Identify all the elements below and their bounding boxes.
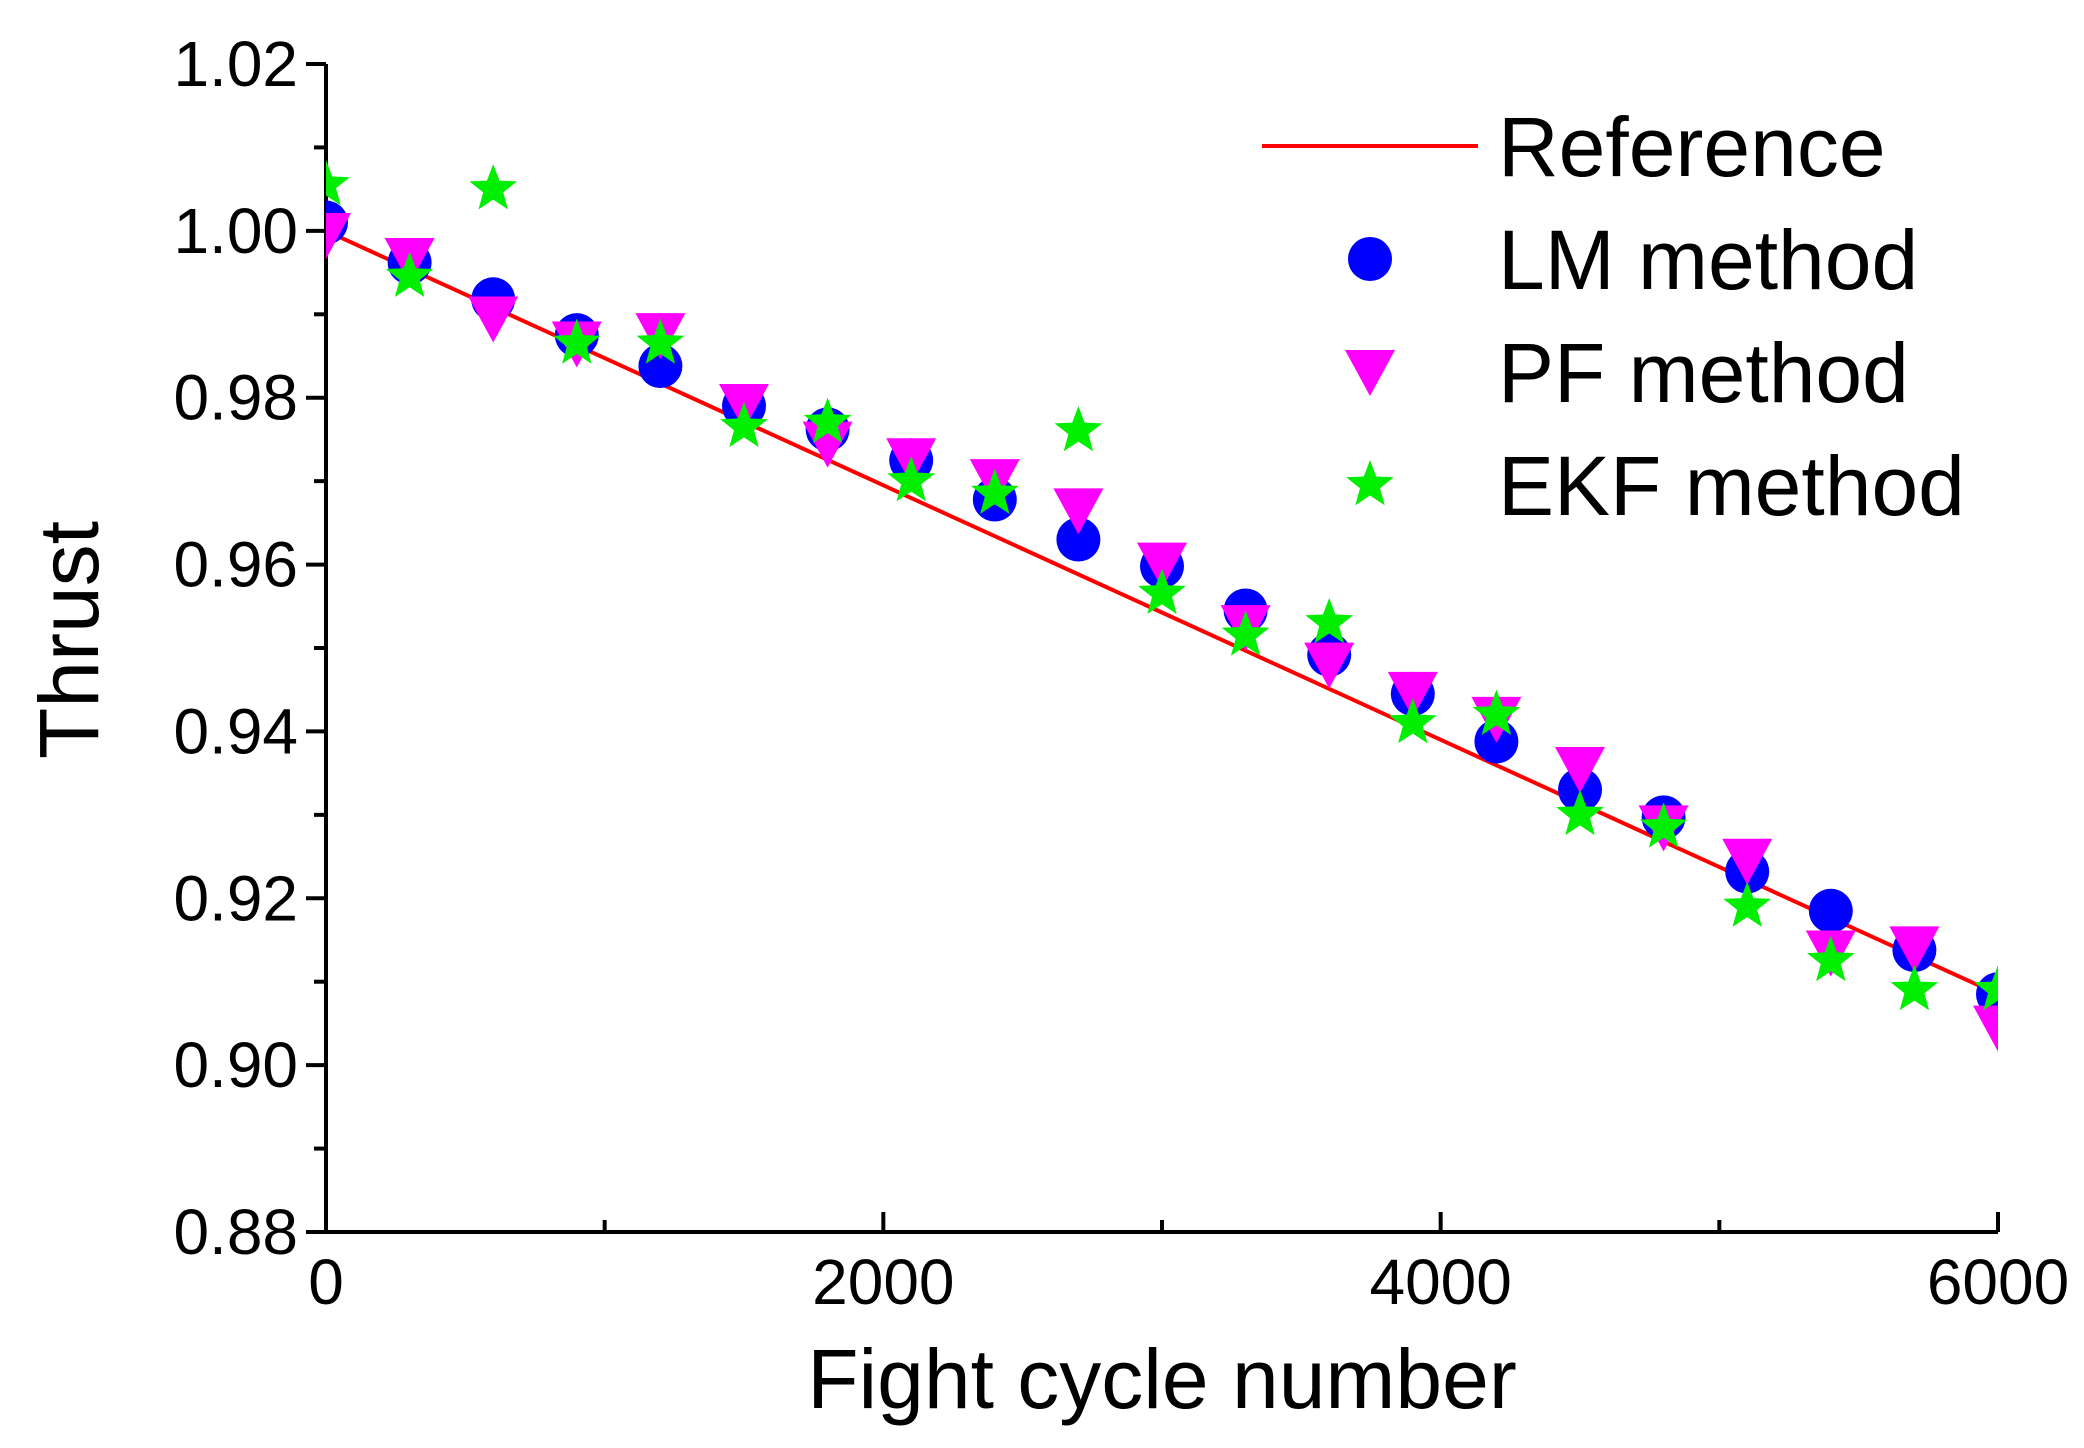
pf-method-point xyxy=(1053,488,1104,535)
plot-area xyxy=(326,160,1998,1052)
y-axis-title: Thrust xyxy=(22,521,116,759)
pf-method-point xyxy=(326,213,351,260)
pf-method-point xyxy=(802,421,853,468)
x-tick-label: 6000 xyxy=(1927,1246,2069,1318)
ekf-method-point xyxy=(1723,881,1771,927)
ekf-method-point xyxy=(1138,568,1186,614)
y-tick-label: 0.96 xyxy=(173,529,298,601)
pf-method-point xyxy=(1973,1005,1998,1052)
pf-method-point xyxy=(1304,642,1355,689)
ekf-method-point xyxy=(1974,965,1998,1011)
lm-method-point xyxy=(1056,517,1101,562)
x-tick-label: 2000 xyxy=(812,1246,954,1318)
pf-method-point xyxy=(1555,746,1605,793)
pf-method-point xyxy=(1387,671,1438,718)
legend-label-pf-method: PF method xyxy=(1498,326,1909,420)
legend-label-reference: Reference xyxy=(1498,100,1886,194)
ekf-method-point xyxy=(1807,935,1855,982)
ekf-method-point xyxy=(720,401,768,448)
legend-label-ekf-method: EKF method xyxy=(1498,439,1965,533)
ekf-method-point xyxy=(1639,802,1688,848)
pf-method-point xyxy=(468,296,519,343)
y-tick-label: 0.88 xyxy=(173,1196,298,1268)
lm-method-point xyxy=(1808,888,1853,933)
ekf-method-series xyxy=(326,160,1998,1011)
y-tick-label: 1.00 xyxy=(173,195,298,267)
y-tick-label: 0.92 xyxy=(173,862,298,934)
series-layer xyxy=(326,160,1998,1052)
legend-swatch-ekf-method xyxy=(1346,460,1394,506)
pf-method-point xyxy=(1137,542,1187,589)
pf-method-point xyxy=(1722,838,1773,885)
ekf-method-point xyxy=(1389,698,1437,744)
legend-swatch-lm-method xyxy=(1348,237,1392,281)
ticks xyxy=(306,62,2000,1234)
y-tick-label: 0.90 xyxy=(173,1029,298,1101)
legend-label-lm-method: LM method xyxy=(1498,213,1918,307)
ekf-method-point xyxy=(1054,406,1103,452)
ekf-method-point xyxy=(1221,610,1270,656)
ekf-method-point xyxy=(1556,789,1604,836)
x-axis-title: Fight cycle number xyxy=(807,1332,1517,1426)
ekf-method-point xyxy=(971,468,1019,514)
ekf-method-point xyxy=(469,164,517,210)
y-tick-label: 0.98 xyxy=(173,362,298,434)
tick-labels: 0 2000 4000 6000 0.88 0.90 0.92 0.94 0.96 0.98 1.0… xyxy=(173,28,2069,1318)
pf-method-point xyxy=(1889,926,1940,973)
ekf-method-point xyxy=(326,160,350,206)
x-tick-label: 0 xyxy=(308,1246,344,1318)
ekf-method-point xyxy=(1305,598,1353,644)
ekf-method-point xyxy=(636,318,685,364)
ekf-method-point xyxy=(887,456,935,502)
y-tick-label: 1.02 xyxy=(173,28,298,100)
y-tick-label: 0.94 xyxy=(173,695,298,767)
ekf-method-point xyxy=(385,251,434,297)
x-tick-label: 4000 xyxy=(1369,1246,1511,1318)
ekf-method-point xyxy=(1472,689,1521,735)
ekf-method-point xyxy=(553,318,601,364)
legend: Reference LM method PF method EKF method xyxy=(1262,100,1965,533)
ekf-method-point xyxy=(803,397,852,443)
ekf-method-point xyxy=(1890,965,1939,1011)
legend-swatch-pf-method xyxy=(1345,350,1395,396)
reference-line xyxy=(326,229,1998,997)
